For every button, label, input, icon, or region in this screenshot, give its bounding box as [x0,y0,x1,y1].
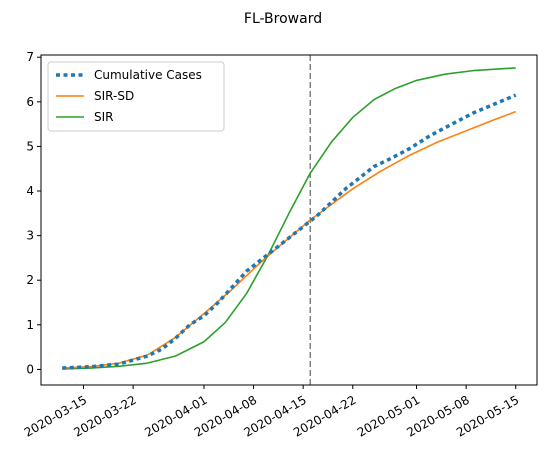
series-line-cumulative-cases [62,93,517,370]
legend-label: Cumulative Cases [94,68,202,82]
chart-title: FL-Broward [244,11,322,27]
legend-box [47,61,225,132]
plot-area [62,55,517,385]
legend-label: SIR [94,110,114,124]
axes-frame [40,54,538,386]
y-tick-label: 5 [26,139,34,153]
series-line-sir [62,67,516,370]
y-tick-label: 1 [26,318,34,332]
y-axis: 0 1 2 3 4 5 6 7 [26,50,41,376]
y-tick-label: 0 [26,362,34,376]
y-tick-label: 7 [26,50,34,64]
legend: Cumulative Cases SIR-SD SIR [47,61,225,132]
y-tick-label: 2 [26,273,34,287]
y-tick-label: 4 [26,184,34,198]
y-tick-label: 3 [26,229,34,243]
legend-label: SIR-SD [94,89,134,103]
y-tick-label: 6 [26,95,34,109]
